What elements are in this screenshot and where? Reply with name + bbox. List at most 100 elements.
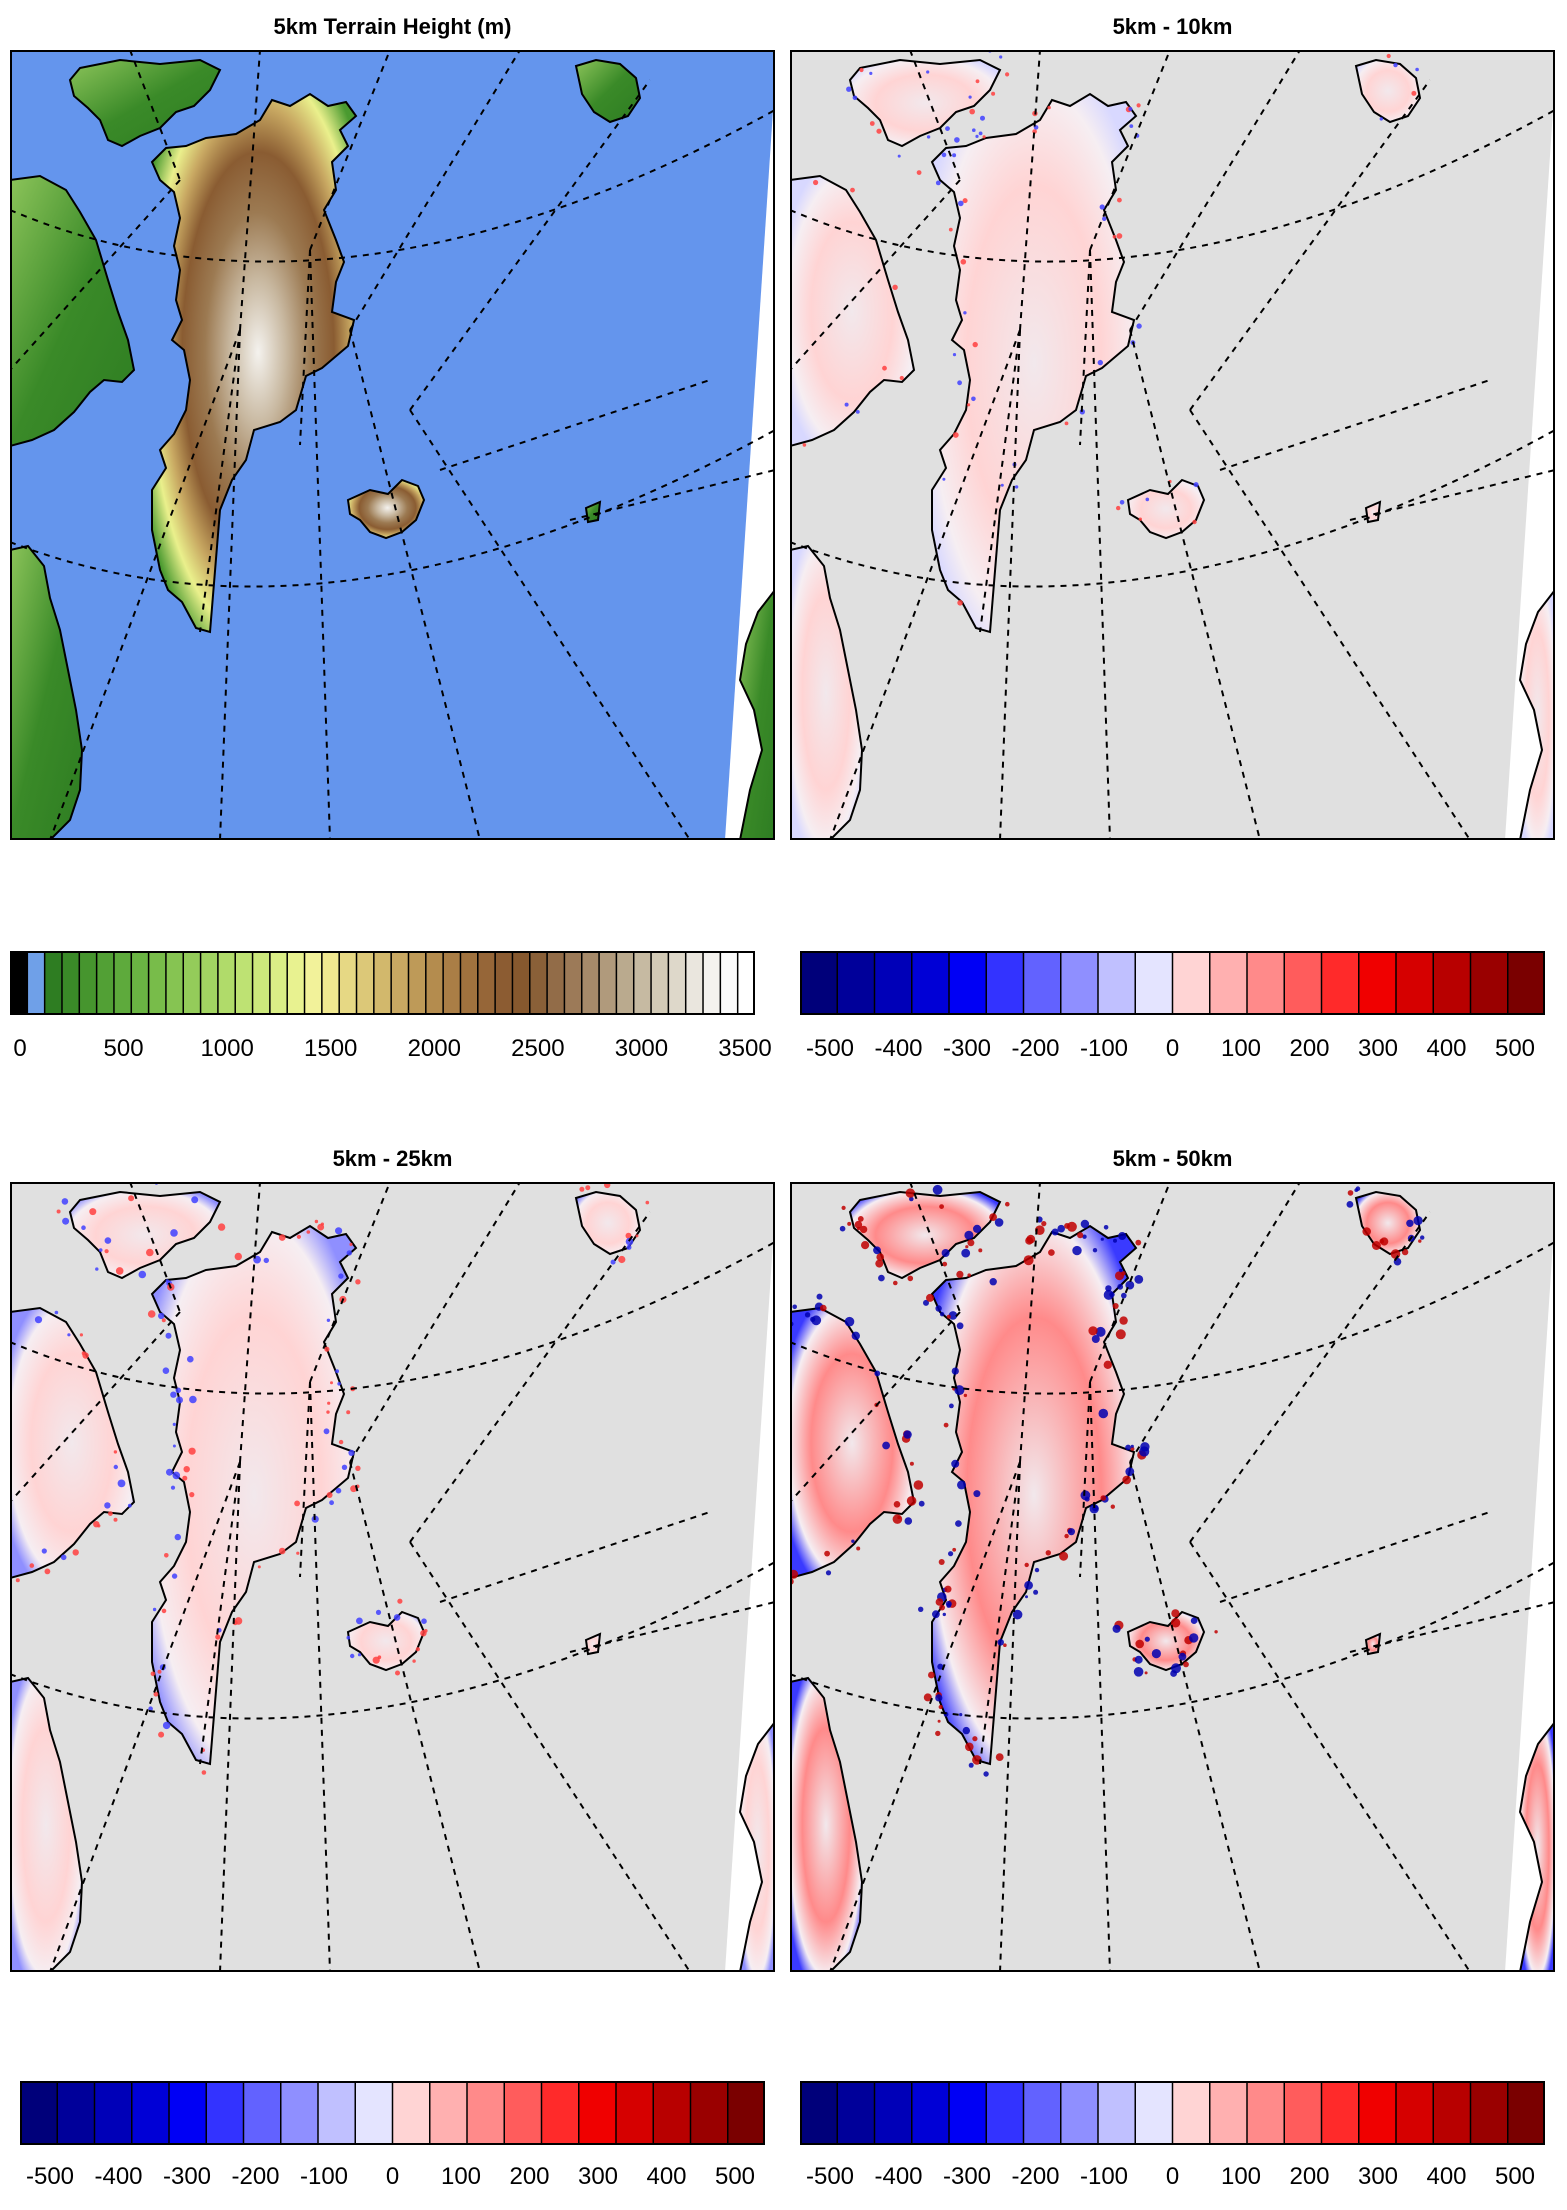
land-labrador bbox=[10, 544, 84, 840]
colorbar-swatch bbox=[234, 951, 254, 1015]
colorbar-swatch bbox=[373, 951, 393, 1015]
colorbar-swatch bbox=[1432, 2081, 1472, 2145]
map-frame bbox=[790, 50, 1555, 840]
colorbar-swatch bbox=[10, 951, 29, 1015]
colorbar-tick-label: 3000 bbox=[614, 1035, 669, 1062]
map-background bbox=[10, 1182, 775, 1972]
graticule bbox=[790, 1182, 1555, 1972]
colorbar-swatch bbox=[529, 951, 549, 1015]
colorbar-swatch bbox=[948, 951, 988, 1015]
panel-title: 5km - 25km bbox=[332, 1146, 453, 1171]
colorbar-swatch bbox=[93, 2081, 133, 2145]
colorbar-tick-label: -400 bbox=[94, 2163, 143, 2190]
map-frame bbox=[10, 50, 775, 840]
colorbar-frame bbox=[20, 2081, 765, 2145]
colorbar-swatches bbox=[800, 2081, 1545, 2145]
colorbar-swatch bbox=[985, 2081, 1025, 2145]
colorbar-tick-label: -300 bbox=[162, 2163, 212, 2190]
colorbar-swatch bbox=[477, 951, 497, 1015]
colorbar-labels: -500 -400 -300 -200 -100 0 100 200 300 400 500 bbox=[20, 2163, 765, 2193]
colorbar-tick-label: 2500 bbox=[511, 1035, 565, 1062]
colorbar-swatch bbox=[1358, 951, 1398, 1015]
colorbar-swatch bbox=[338, 951, 358, 1015]
colorbar-tick-label: 300 bbox=[1357, 1035, 1399, 1062]
colorbar-tick-label: -100 bbox=[1079, 1035, 1129, 1062]
colorbar-tick-label: -400 bbox=[874, 2163, 923, 2190]
colorbar-swatch bbox=[130, 951, 150, 1015]
colorbar-swatch bbox=[321, 951, 341, 1015]
colorbar-swatch bbox=[1432, 951, 1472, 1015]
colorbar-swatch bbox=[1171, 951, 1211, 1015]
land-baffin bbox=[790, 174, 916, 448]
land-greenland bbox=[930, 1224, 1138, 1766]
colorbar-swatch bbox=[391, 2081, 431, 2145]
land-baffin bbox=[10, 1306, 136, 1580]
difference-map bbox=[790, 1182, 1555, 1972]
colorbar-tick-label: 0 bbox=[385, 2163, 400, 2190]
colorbar-tick-label: 3500 bbox=[718, 1035, 772, 1062]
colorbar-swatch bbox=[563, 951, 583, 1015]
colorbar-swatch bbox=[1097, 951, 1137, 1015]
panel-diff-25km: 5km - 25km bbox=[10, 1146, 775, 1972]
colorbar-tick-label: 500 bbox=[1494, 1035, 1536, 1062]
colorbar-tick-label: 300 bbox=[577, 2163, 619, 2190]
colorbar-frame bbox=[800, 2081, 1545, 2145]
land-iceland bbox=[346, 478, 426, 540]
colorbar-swatch bbox=[1060, 951, 1100, 1015]
colorbar-swatch bbox=[1395, 951, 1435, 1015]
graticule bbox=[790, 50, 1555, 840]
colorbar-swatch bbox=[1022, 951, 1062, 1015]
colorbar-swatch bbox=[1469, 2081, 1509, 2145]
colorbar-tick-label: 200 bbox=[1289, 2163, 1330, 2190]
colorbar-tick-label: -200 bbox=[1011, 2163, 1060, 2190]
map-frame bbox=[790, 1182, 1555, 1972]
colorbar-tick-label: 1500 bbox=[304, 1035, 358, 1062]
colorbar-swatch bbox=[286, 951, 306, 1015]
colorbar-swatch bbox=[43, 951, 64, 1015]
colorbar-tick-label: 500 bbox=[1494, 2163, 1536, 2190]
colorbar-tick-label: 0 bbox=[1165, 2163, 1180, 2190]
land-labrador bbox=[10, 1676, 84, 1972]
colorbar-swatches bbox=[10, 951, 755, 1015]
colorbar-swatch bbox=[61, 951, 81, 1015]
colorbar-diff-25km: -500 -400 -300 -200 -100 0 100 200 300 400 500 bbox=[20, 2080, 765, 2200]
colorbar-swatch bbox=[1507, 951, 1545, 1015]
colorbar-swatch bbox=[540, 2081, 580, 2145]
colorbar-tick-label: 400 bbox=[646, 2163, 687, 2190]
colorbar-swatch bbox=[242, 2081, 282, 2145]
colorbar-swatch bbox=[459, 951, 479, 1015]
colorbar-swatch bbox=[251, 951, 271, 1015]
land-baffin bbox=[10, 174, 136, 448]
colorbar-swatch bbox=[873, 2081, 913, 2145]
colorbar-swatch bbox=[736, 951, 755, 1015]
colorbar-tick-label: -500 bbox=[25, 2163, 75, 2190]
panel-title: 5km - 10km bbox=[1112, 14, 1233, 39]
colorbar-tick-label: 500 bbox=[714, 2163, 756, 2190]
land-scandinavia bbox=[738, 1720, 775, 1972]
colorbar-swatch bbox=[165, 951, 185, 1015]
colorbar-tick-label: 400 bbox=[1426, 1035, 1467, 1062]
colorbar-swatch bbox=[1209, 951, 1249, 1015]
colorbar-tick-label: 0 bbox=[13, 1035, 27, 1062]
colorbar-swatch bbox=[354, 2081, 394, 2145]
colorbar-swatch bbox=[615, 2081, 655, 2145]
colorbar-tick-label: 400 bbox=[1426, 2163, 1467, 2190]
difference-map bbox=[790, 50, 1555, 840]
map-background bbox=[790, 50, 1555, 840]
colorbar-swatch bbox=[1358, 2081, 1398, 2145]
colorbar-swatch bbox=[303, 951, 323, 1015]
colorbar-tick-label: -100 bbox=[299, 2163, 349, 2190]
colorbar-tick-label: 100 bbox=[1220, 1035, 1262, 1062]
colorbar-swatch bbox=[1246, 951, 1286, 1015]
colorbar-swatch bbox=[466, 2081, 506, 2145]
colorbar-labels: -500 -400 -300 -200 -100 0 100 200 300 400 500 bbox=[800, 2163, 1545, 2193]
colorbar-swatch bbox=[1395, 2081, 1435, 2145]
colorbar-swatch bbox=[650, 951, 670, 1015]
land-greenland bbox=[150, 1224, 358, 1766]
colorbar-swatch bbox=[205, 2081, 245, 2145]
colorbar-swatch bbox=[836, 2081, 876, 2145]
colorbar-swatch bbox=[719, 951, 739, 1015]
colorbar-swatch bbox=[1320, 2081, 1360, 2145]
colorbar-swatch bbox=[1209, 2081, 1249, 2145]
colorbar-swatch bbox=[873, 951, 913, 1015]
